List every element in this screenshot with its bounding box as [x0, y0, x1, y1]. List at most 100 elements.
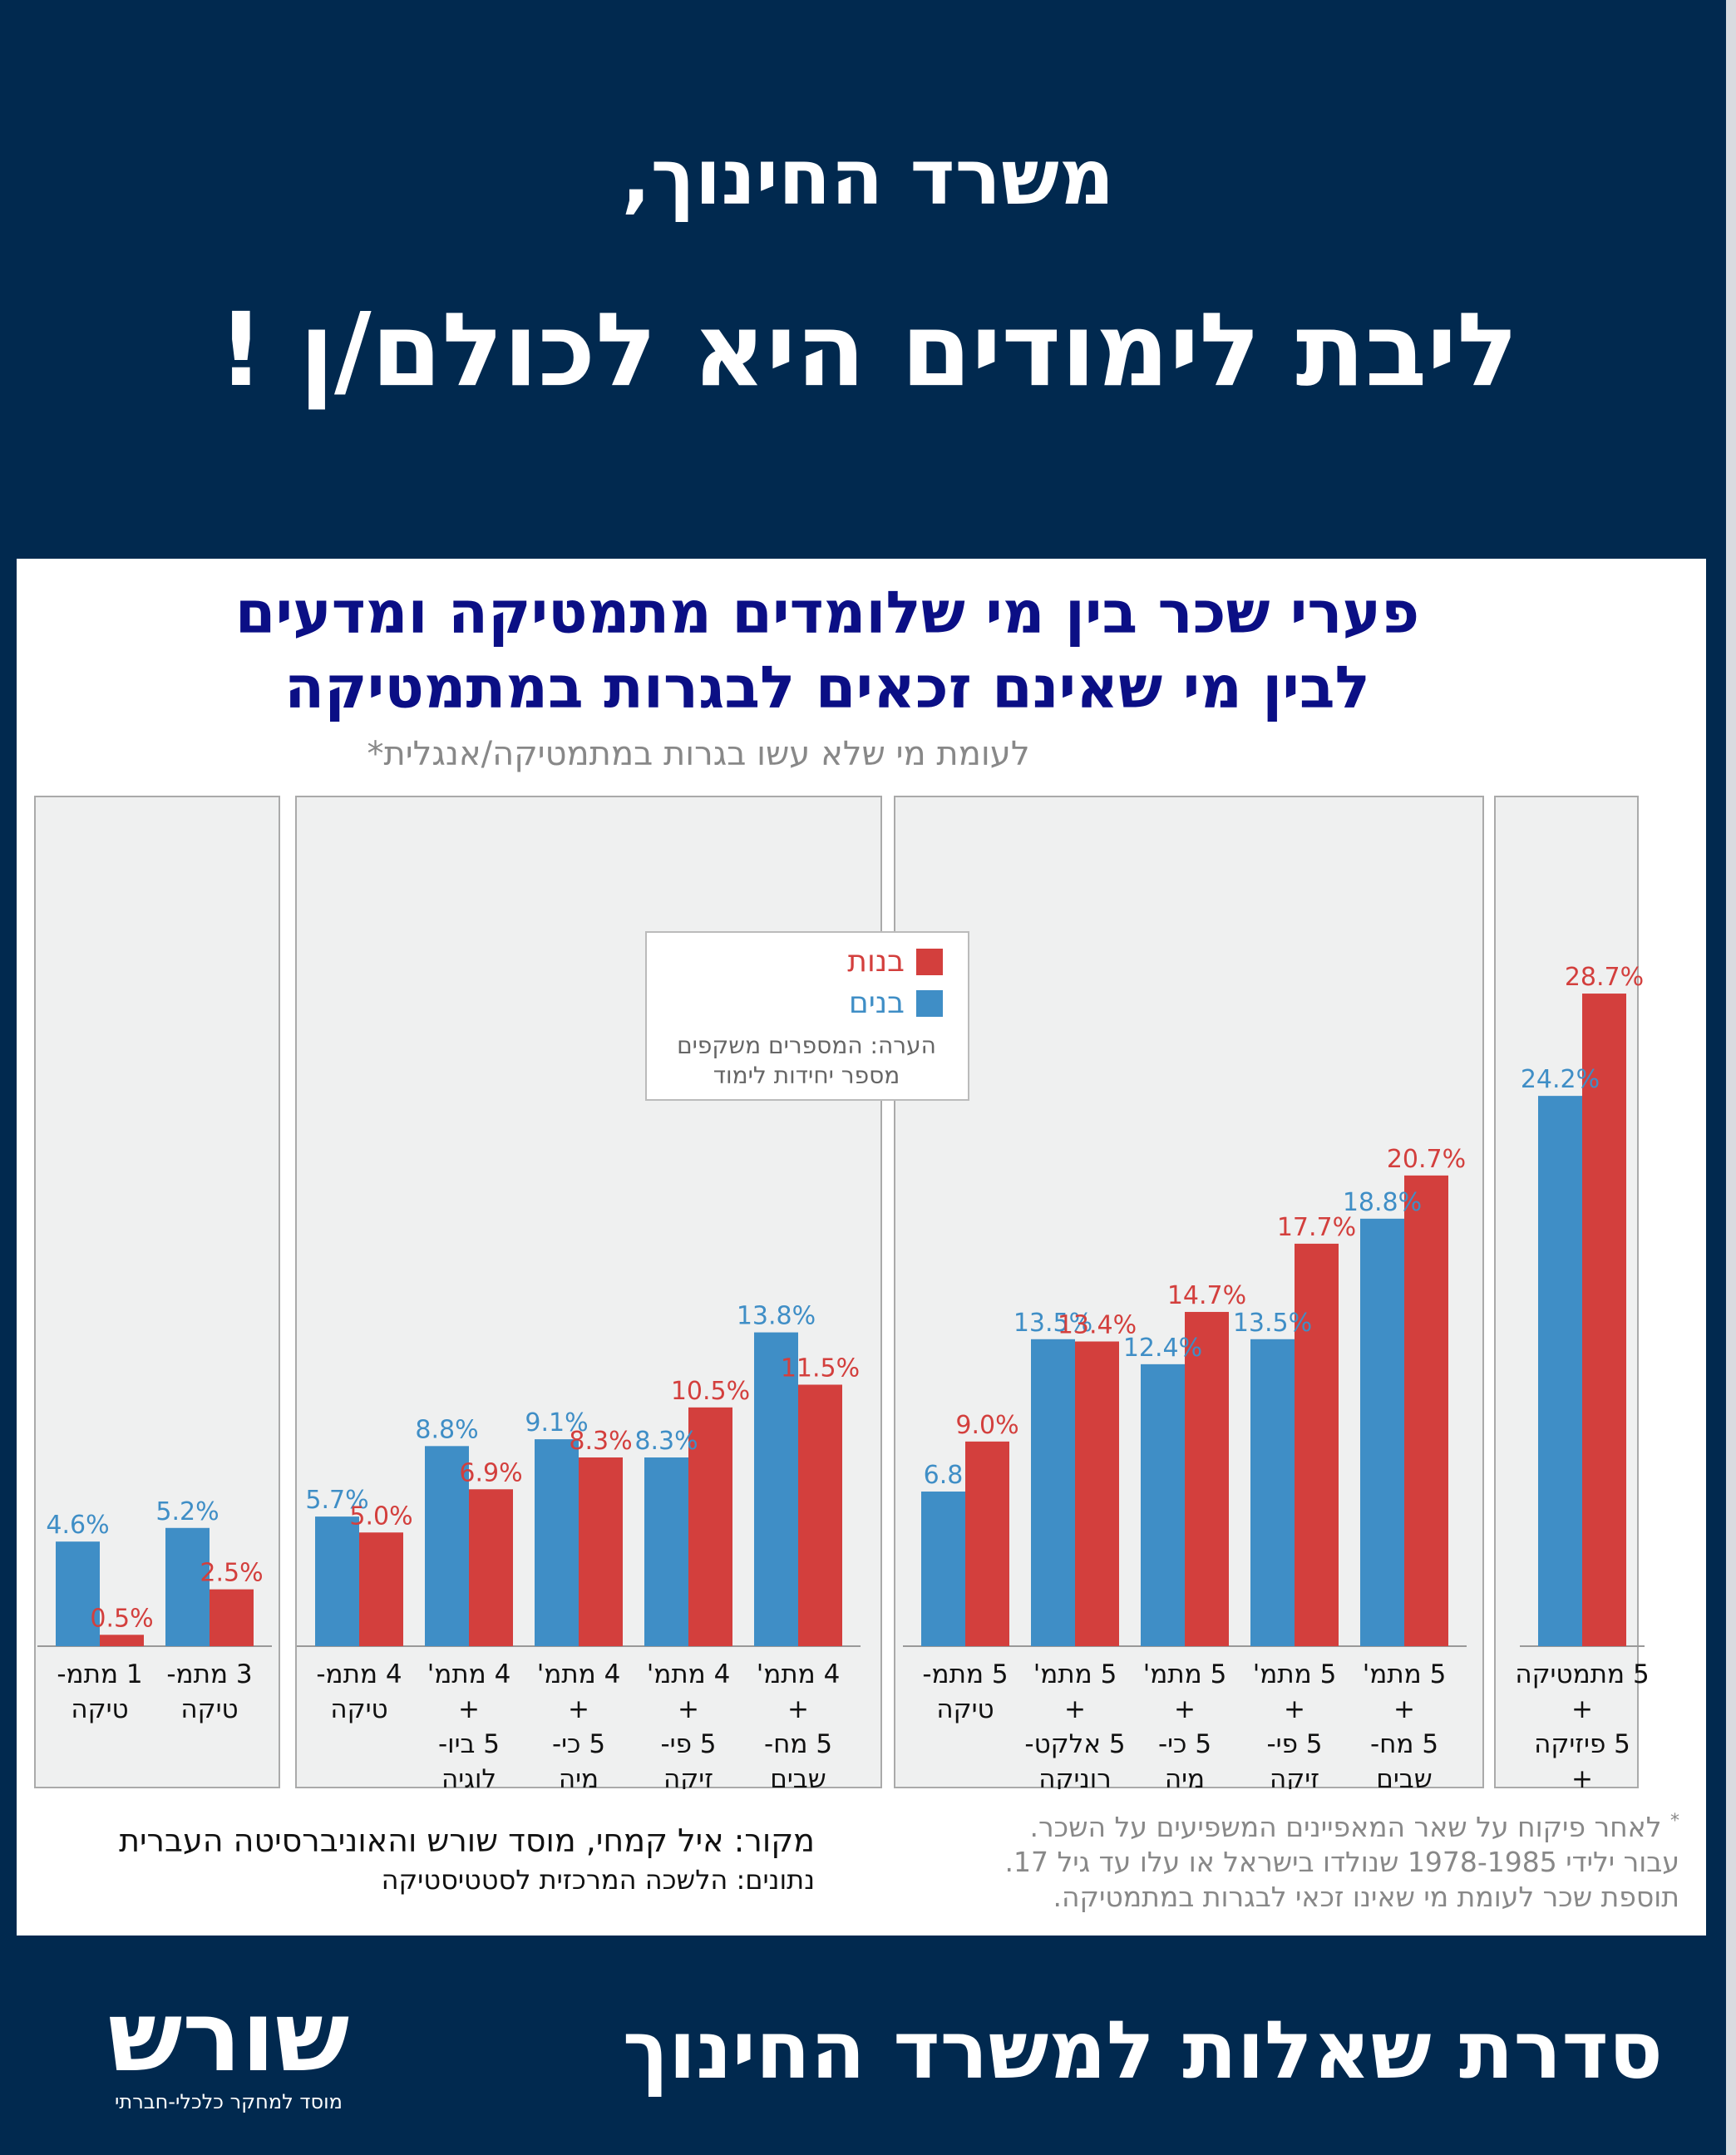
category-label: + — [1174, 1694, 1196, 1724]
data-label-boys: 5.2% — [155, 1497, 219, 1526]
category-label: 5 מתמ' — [1033, 1659, 1117, 1689]
legend-item-boys: בנים — [849, 986, 943, 1020]
data-label-girls: 5.0% — [349, 1502, 412, 1531]
category-label: 5 כי- — [1158, 1729, 1211, 1759]
footnote-line1: לאחר פיקוח על שאר המאפיינים המשפיעים על … — [1029, 1811, 1662, 1843]
category-label: טיקה — [180, 1694, 238, 1724]
source-line2: נתונים: הלשכה המרכזית לסטטיסטיקה — [381, 1864, 815, 1896]
data-label-girls: 17.7% — [1277, 1213, 1356, 1242]
source-line1: מקור: איל קמחי, מוסד שורש והאוניברסיטה ה… — [119, 1822, 815, 1859]
category-label: 5 מח- — [764, 1729, 832, 1759]
category-label: 5 פי- — [660, 1729, 716, 1759]
bar-girls — [1295, 1243, 1339, 1646]
chart-panel: פערי שכר בין מי שלומדים מתמטיקה ומדעים ל… — [17, 559, 1706, 1936]
chart-legend: בנות בנים הערה: המספרים משקפים מספר יחיד… — [645, 931, 969, 1101]
category-label: 3 מתמ- — [166, 1659, 252, 1689]
legend-swatch-girls — [916, 948, 943, 975]
data-label-girls: 10.5% — [671, 1377, 750, 1406]
bar-boys — [165, 1527, 210, 1646]
data-label-boys: 13.5% — [1013, 1309, 1092, 1338]
legend-note-line2: מספר יחידות לימוד — [713, 1062, 900, 1090]
data-label-boys: 24.2% — [1521, 1065, 1600, 1094]
data-label-boys: 5.7% — [305, 1486, 368, 1515]
category-label: 5 מתמ- — [922, 1659, 1008, 1689]
footnote-line3: תוספת שכר לעומת מי שאינו זכאי לבגרות במת… — [1053, 1881, 1680, 1914]
category-label: 5 מח- — [1370, 1729, 1438, 1759]
legend-swatch-boys — [916, 989, 943, 1017]
category-label: שבים — [770, 1764, 826, 1789]
bar-boys — [1250, 1339, 1295, 1646]
category-label: 5 פיזיקה — [1534, 1729, 1630, 1759]
category-label: 5 מתמ' — [1143, 1659, 1227, 1689]
footnote: * לאחר פיקוח על שאר המאפיינים המשפיעים ע… — [981, 1810, 1679, 1916]
category-label: 4 מתמ' — [537, 1659, 621, 1689]
bar-girls — [798, 1384, 842, 1646]
data-label-girls: 11.5% — [781, 1354, 860, 1383]
bar-boys — [315, 1516, 359, 1646]
series-title: סדרת שאלות למשרד החינוך — [622, 2004, 1663, 2097]
category-label: טיקה — [71, 1694, 128, 1724]
category-label: 5 אלקט- — [1024, 1729, 1125, 1759]
bar-boys — [535, 1439, 579, 1646]
category-label: מיה — [559, 1764, 599, 1789]
category-label: לוגיה — [441, 1764, 496, 1789]
category-label: + — [1284, 1694, 1305, 1724]
category-label: זיקה — [1270, 1764, 1319, 1789]
category-label: 5 כי- — [552, 1729, 605, 1759]
category-label: + — [568, 1694, 589, 1724]
right-edge-strip — [1726, 0, 1736, 2155]
bar-girls — [100, 1635, 144, 1646]
data-label-girls: 0.5% — [90, 1604, 153, 1633]
data-label-boys: 6.8 — [924, 1461, 964, 1490]
legend-label-boys: בנים — [848, 986, 905, 1020]
bar-girls — [965, 1441, 1009, 1646]
logo-name: שורש — [107, 1979, 350, 2093]
bar-boys — [1141, 1364, 1185, 1646]
category-label: 5 פי- — [1266, 1729, 1322, 1759]
bar-boys — [425, 1446, 469, 1646]
data-label-girls: 2.5% — [200, 1559, 263, 1588]
category-label: רוניקה — [1038, 1764, 1112, 1789]
category-label: + — [1393, 1694, 1415, 1724]
chart-title-line1: פערי שכר בין מי שלומדים מתמטיקה ומדעים — [234, 579, 1420, 647]
category-label: 5 מתמטיקה — [1515, 1659, 1649, 1689]
bar-girls — [1582, 994, 1626, 1646]
bar-girls — [1185, 1311, 1229, 1646]
data-label-boys: 8.8% — [415, 1415, 478, 1444]
data-label-girls: 20.7% — [1387, 1145, 1466, 1174]
logo-tagline: מוסד למחקר כלכלי-חברתי — [115, 2090, 343, 2113]
data-label-boys: 13.5% — [1233, 1309, 1312, 1338]
bar-boys — [1360, 1218, 1404, 1646]
category-label: 4 מתמ' — [427, 1659, 511, 1689]
footnote-line2: עבור ילידי 1978-1985 שנולדו בישראל או על… — [1004, 1846, 1679, 1879]
bar-boys — [754, 1332, 798, 1646]
data-label-girls: 28.7% — [1565, 963, 1644, 992]
bar-boys — [1031, 1339, 1075, 1646]
legend-label-girls: בנות — [847, 944, 905, 979]
category-label: 4 מתמ' — [647, 1659, 731, 1689]
data-label-boys: 8.3% — [634, 1427, 698, 1456]
category-label: 4 מתמ- — [316, 1659, 402, 1689]
bar-boys — [1538, 1096, 1582, 1646]
bar-girls — [579, 1457, 623, 1646]
chart-subtitle: לעומת מי שלא עשו בגרות במתמטיקה/אנגלית* — [367, 735, 1030, 773]
legend-note: הערה: המספרים משקפים מספר יחידות לימוד — [658, 1031, 954, 1092]
data-label-girls: 9.0% — [955, 1411, 1018, 1440]
category-label: 4 מתמ' — [757, 1659, 841, 1689]
bar-boys — [921, 1492, 965, 1646]
data-label-girls: 6.9% — [459, 1458, 522, 1487]
bar-girls — [210, 1589, 254, 1646]
bar-chart: 4.6% 0.5% 1 מתמ- טיקה 5.2% 2.5% 3 מתמ- טיקה 5.7%… — [34, 796, 1650, 1789]
category-label: מיה — [1165, 1764, 1205, 1789]
category-label: שבים — [1376, 1764, 1432, 1789]
category-label: + — [787, 1694, 809, 1724]
data-label-boys: 4.6% — [46, 1511, 109, 1540]
data-label-girls: 14.7% — [1167, 1281, 1246, 1310]
data-label-boys: 9.1% — [525, 1408, 588, 1437]
data-label-boys: 12.4% — [1123, 1334, 1202, 1363]
header-line2: ליבת לימודים היא לכולם/ן ! — [217, 291, 1519, 409]
legend-note-line1: הערה: המספרים משקפים — [677, 1032, 936, 1059]
header-line1: משרד החינוך, — [621, 133, 1115, 222]
category-label: טיקה — [330, 1694, 387, 1724]
bar-girls — [1404, 1175, 1448, 1646]
